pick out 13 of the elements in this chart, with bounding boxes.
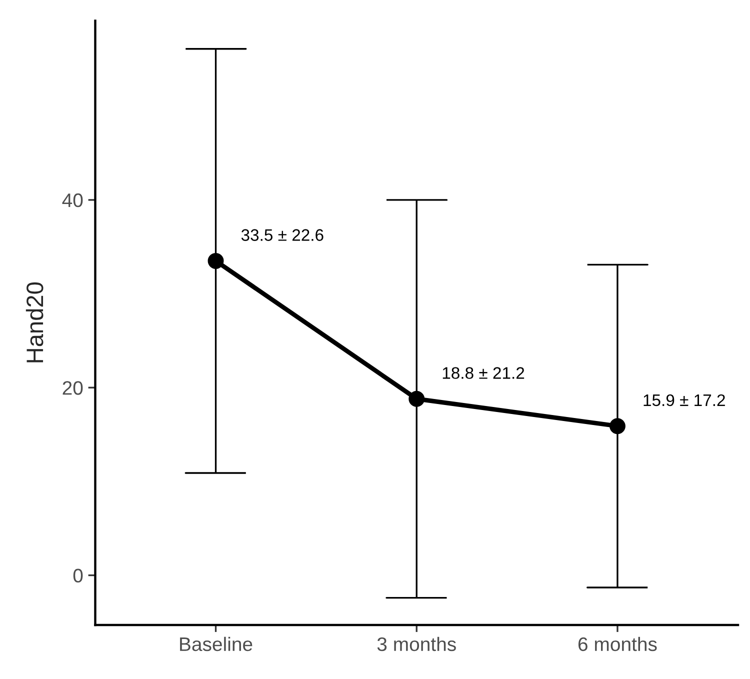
- data-label: 15.9 ± 17.2: [644, 394, 725, 406]
- y-tick-label: 0: [73, 568, 83, 583]
- x-tick-label: Baseline: [180, 636, 252, 652]
- point: [208, 252, 224, 269]
- y-axis-title: Hand20: [26, 282, 44, 362]
- y-tick-label: 40: [62, 193, 83, 208]
- point: [610, 418, 626, 434]
- data-label: 33.5 ± 22.6: [241, 229, 324, 241]
- y-tick-label: 20: [62, 381, 83, 395]
- x-tick-label: 3 months: [377, 636, 456, 652]
- data-label: 18.8 ± 21.2: [442, 367, 524, 379]
- x-tick-label: 6 months: [578, 636, 657, 652]
- point: [408, 390, 425, 407]
